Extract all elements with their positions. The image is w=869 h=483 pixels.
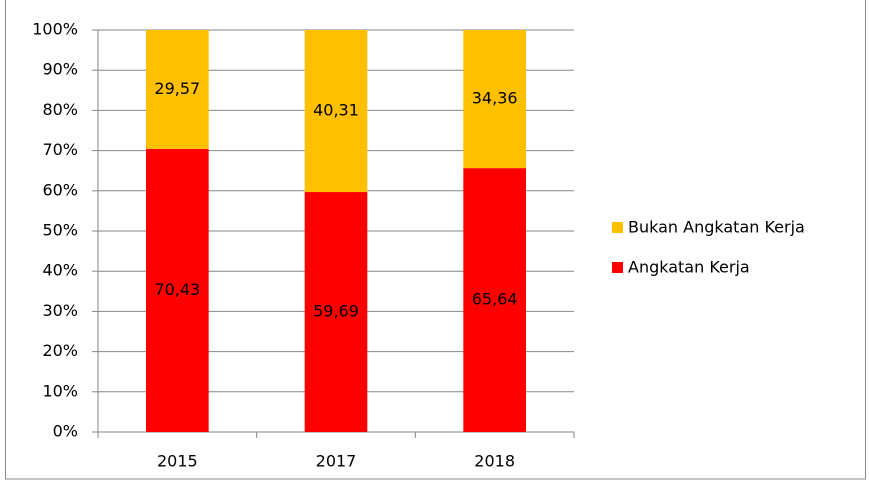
bar-segment: [463, 168, 527, 432]
chart-frame: [5, 0, 866, 480]
y-tick-label: 90%: [42, 60, 78, 79]
bar-segment: [145, 30, 209, 149]
data-label: 40,31: [313, 101, 359, 120]
legend-swatch: [612, 262, 623, 273]
bar-segment: [463, 30, 527, 169]
y-tick-label: 20%: [42, 341, 78, 360]
y-tick-label: 0%: [53, 422, 78, 441]
data-label: 70,43: [154, 280, 200, 299]
bar-segment: [304, 192, 368, 432]
legend-label: Bukan Angkatan Kerja: [628, 218, 805, 237]
y-tick-label: 70%: [42, 140, 78, 159]
data-label: 65,64: [472, 290, 518, 309]
y-tick-label: 40%: [42, 261, 78, 280]
bar-segment: [304, 30, 368, 193]
y-tick-label: 10%: [42, 381, 78, 400]
y-tick-label: 80%: [42, 100, 78, 119]
y-tick-label: 50%: [42, 221, 78, 240]
y-tick-label: 30%: [42, 301, 78, 320]
legend-label: Angkatan Kerja: [628, 258, 750, 277]
legend-swatch: [612, 222, 623, 233]
y-tick-label: 100%: [32, 20, 78, 39]
bar-segment: [145, 148, 209, 432]
x-tick-label: 2017: [316, 452, 357, 471]
data-label: 59,69: [313, 302, 359, 321]
x-tick-label: 2015: [157, 452, 198, 471]
data-label: 34,36: [472, 89, 518, 108]
y-tick-label: 60%: [42, 180, 78, 199]
data-label: 29,57: [154, 79, 200, 98]
x-tick-label: 2018: [474, 452, 515, 471]
